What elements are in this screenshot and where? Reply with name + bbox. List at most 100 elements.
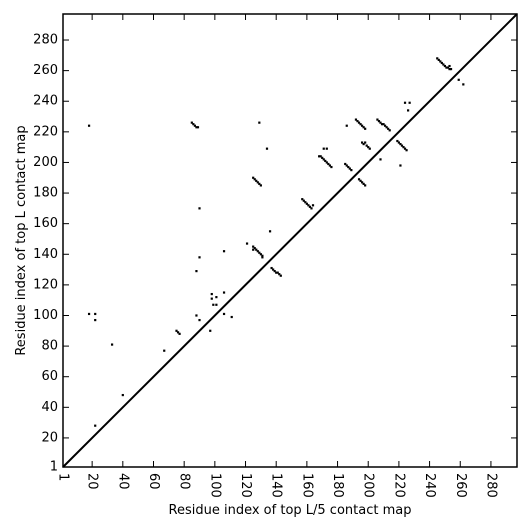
- contact-point: [322, 158, 325, 161]
- contact-point: [273, 270, 276, 273]
- contact-point: [190, 121, 193, 124]
- contact-point: [325, 161, 328, 164]
- contact-point: [198, 207, 201, 210]
- contact-point: [272, 268, 275, 271]
- contact-point: [163, 349, 166, 352]
- contact-point: [364, 184, 367, 187]
- diagonal-line: [62, 13, 518, 468]
- contact-point: [387, 127, 390, 130]
- contact-point: [437, 58, 440, 62]
- contact-point: [407, 109, 410, 112]
- contact-point: [448, 67, 451, 71]
- y-tick-label: 160: [33, 216, 58, 231]
- contact-point: [321, 156, 324, 159]
- contact-point: [397, 141, 400, 144]
- contact-point: [399, 142, 402, 146]
- contact-point: [193, 124, 197, 127]
- y-tick-label: 60: [41, 369, 58, 384]
- contact-point: [385, 126, 388, 129]
- x-tick-label: 80: [177, 473, 192, 490]
- contact-point: [360, 141, 364, 144]
- contact-point: [345, 124, 348, 127]
- contact-point: [276, 271, 279, 274]
- contact-point: [324, 159, 327, 163]
- contact-point: [357, 178, 361, 181]
- contact-point: [209, 329, 212, 332]
- contact-point: [279, 274, 282, 277]
- contact-point: [360, 181, 364, 184]
- y-tick-label: 220: [33, 124, 58, 139]
- contact-point: [402, 146, 405, 149]
- y-tick-label: 40: [41, 400, 58, 415]
- contact-point: [462, 83, 465, 86]
- contact-point: [110, 343, 114, 346]
- y-tick-label: 20: [41, 430, 58, 445]
- contact-point: [301, 198, 304, 201]
- contact-point: [376, 118, 379, 121]
- contact-point: [354, 118, 358, 121]
- contact-point: [256, 250, 259, 253]
- contact-point: [449, 67, 453, 71]
- contact-point: [328, 164, 331, 167]
- contact-point: [256, 181, 259, 184]
- contact-point: [87, 124, 91, 127]
- contact-point: [310, 207, 313, 210]
- y-tick-label: 180: [33, 186, 58, 201]
- contact-point: [215, 303, 218, 306]
- contact-point: [439, 60, 442, 63]
- contact-point: [405, 149, 408, 152]
- contact-point: [198, 256, 201, 259]
- contact-point: [443, 64, 447, 68]
- x-tick-label: 220: [391, 473, 406, 498]
- contact-point: [403, 147, 407, 150]
- contact-point: [222, 291, 226, 294]
- contact-point: [445, 66, 448, 69]
- contact-point: [356, 120, 359, 123]
- contact-point: [380, 123, 384, 126]
- contact-point: [195, 126, 198, 129]
- contact-point: [383, 124, 387, 127]
- contact-point: [442, 63, 445, 66]
- contact-point: [175, 329, 178, 332]
- contact-point: [222, 312, 226, 316]
- x-tick-label: 260: [453, 473, 468, 498]
- contact-point: [448, 64, 451, 68]
- contact-point: [360, 124, 364, 127]
- contact-point: [408, 101, 411, 104]
- contact-point: [345, 164, 348, 167]
- contact-point: [258, 251, 261, 254]
- x-axis: 1 20 40 60 80 100 120 140 160 180 200 220 240 260 280: [56, 14, 498, 498]
- contact-point: [436, 57, 439, 60]
- x-tick-label: 20: [85, 473, 100, 490]
- contact-point: [178, 332, 181, 335]
- y-axis-label: Residue index of top L contact map: [14, 125, 29, 355]
- contact-point: [362, 126, 365, 129]
- x-tick-label: 1: [56, 473, 71, 481]
- contact-point: [252, 176, 255, 179]
- contact-point: [330, 165, 333, 169]
- y-tick-label: 80: [41, 339, 58, 354]
- contact-point: [270, 266, 273, 270]
- y-tick-label: 1: [50, 460, 58, 475]
- contact-point: [318, 155, 321, 158]
- contact-point: [255, 179, 258, 182]
- contact-point: [348, 167, 351, 170]
- contact-point: [121, 393, 124, 397]
- contact-point: [379, 121, 382, 124]
- x-tick-label: 280: [483, 473, 498, 498]
- contact-point: [457, 78, 460, 81]
- contact-point: [396, 139, 399, 143]
- contact-point: [347, 165, 350, 169]
- y-tick-label: 200: [33, 155, 58, 170]
- contact-point: [195, 270, 198, 273]
- contact-point: [440, 61, 443, 65]
- contact-point: [253, 178, 256, 181]
- contact-point: [176, 331, 180, 334]
- contact-point: [198, 318, 201, 322]
- contact-point: [252, 248, 255, 251]
- contact-point: [325, 147, 328, 150]
- contact-point: [359, 179, 362, 182]
- contact-point: [362, 182, 365, 185]
- contact-point: [275, 271, 278, 274]
